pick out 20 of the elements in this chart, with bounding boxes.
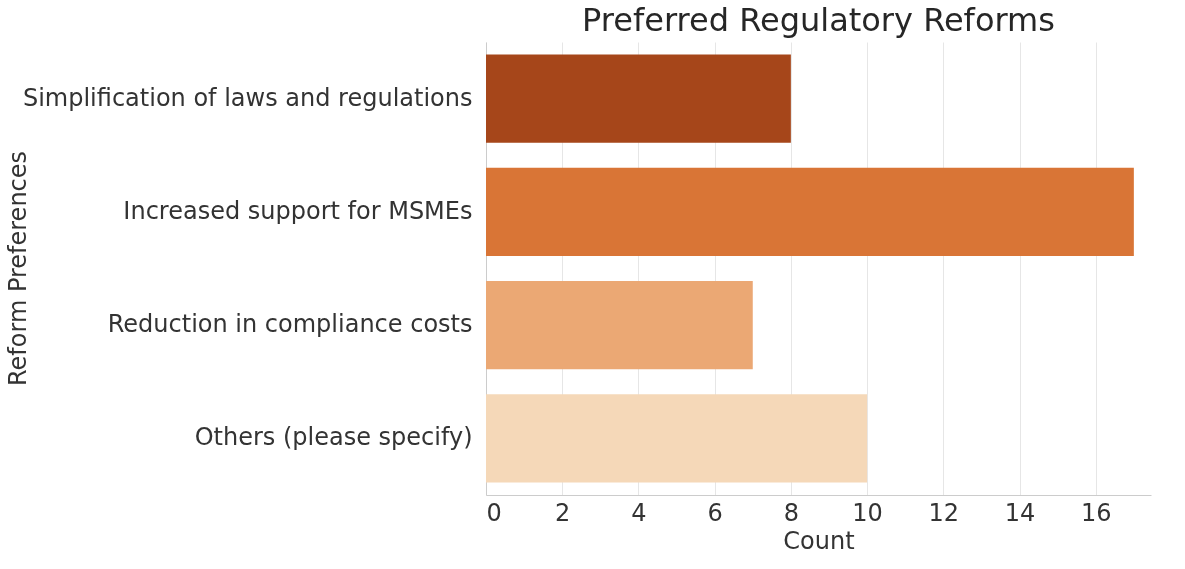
chart-title: Preferred Regulatory Reforms: [582, 1, 1055, 39]
x-tick-label: 2: [555, 498, 571, 527]
x-tick-label: 4: [631, 498, 647, 527]
y-axis-title: Reform Preferences: [3, 150, 32, 387]
x-tick-label: 0: [486, 498, 502, 527]
y-tick-label: Simplification of laws and regulations: [22, 83, 473, 112]
x-tick-label: 8: [783, 498, 800, 527]
y-tick-label: Reduction in compliance costs: [107, 310, 473, 339]
x-tick-label: 6: [707, 498, 723, 527]
x-tick-label: 10: [852, 498, 883, 527]
x-axis-title: Count: [783, 526, 855, 555]
x-tick-label: 12: [928, 498, 960, 527]
x-tick-label: 14: [1004, 498, 1036, 527]
x-tick-label: 16: [1080, 498, 1112, 527]
bar: [486, 394, 868, 483]
y-tick-label: Others (please specify): [194, 423, 473, 452]
y-tick-label: Increased support for MSMEs: [123, 196, 473, 225]
bar: [486, 167, 1134, 257]
bar: [486, 54, 791, 143]
bar: [486, 280, 753, 370]
